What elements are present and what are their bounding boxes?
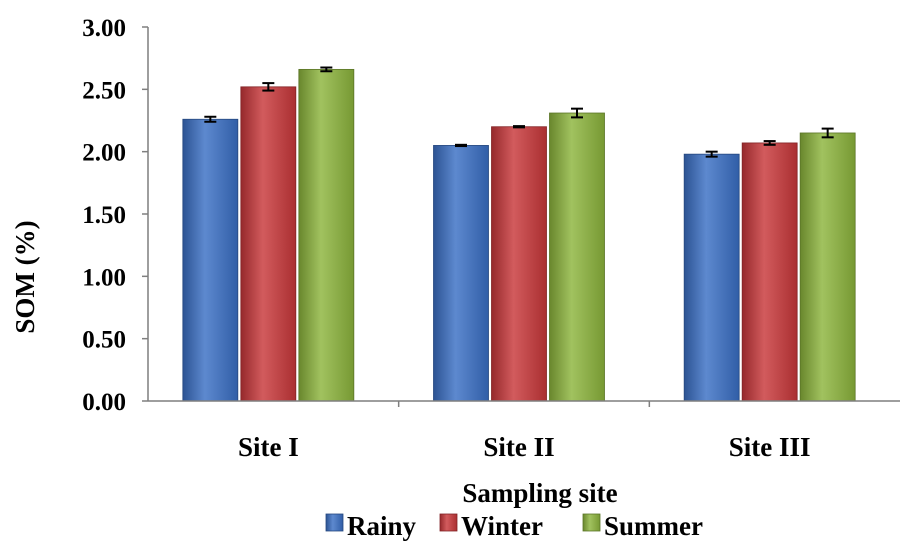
y-tick-label: 3.00: [82, 15, 126, 42]
error-bar: [513, 125, 525, 129]
y-tick-label: 2.50: [82, 77, 126, 104]
x-tick-label: Site II: [483, 432, 554, 462]
legend-swatch: [325, 513, 344, 532]
bar-winter: [240, 86, 297, 402]
y-tick-label: 0.00: [82, 389, 126, 416]
bar-summer: [799, 132, 856, 402]
legend-swatch: [439, 513, 458, 532]
x-tick-label: Site I: [238, 432, 299, 462]
error-bar: [204, 115, 217, 123]
bar-rainy: [433, 145, 489, 402]
bar-winter: [741, 142, 798, 402]
legend-item-winter: Winter: [439, 511, 543, 541]
error-bar: [571, 107, 583, 119]
bar-summer: [549, 112, 605, 402]
legend-label: Winter: [461, 511, 543, 541]
bars: [182, 66, 856, 402]
y-axis-label: SOM (%): [10, 220, 40, 333]
error-bar: [763, 140, 776, 146]
error-bar: [262, 82, 275, 92]
y-tick-label: 1.00: [82, 264, 126, 291]
error-bar: [320, 66, 333, 73]
bar-winter: [491, 126, 547, 402]
y-axis: 0.00 0.50 1.00 1.50 2.00 2.50 3.00: [82, 15, 149, 416]
legend: Rainy Winter Summer: [325, 511, 703, 541]
legend-item-summer: Summer: [582, 511, 703, 541]
x-axis: Site I Site II Site III: [148, 400, 900, 462]
bar-rainy: [683, 153, 740, 402]
legend-item-rainy: Rainy: [325, 511, 417, 541]
legend-label: Summer: [604, 511, 703, 541]
bar-rainy: [182, 118, 239, 402]
x-axis-label: Sampling site: [462, 478, 617, 508]
legend-swatch: [582, 513, 601, 532]
error-bar: [821, 127, 834, 139]
y-tick-label: 2.00: [82, 140, 126, 167]
bar-summer: [298, 68, 355, 402]
error-bar: [455, 143, 467, 148]
legend-label: Rainy: [347, 511, 417, 541]
error-bar: [705, 150, 718, 158]
y-tick-label: 0.50: [82, 327, 126, 354]
x-tick-label: Site III: [729, 432, 811, 462]
y-tick-label: 1.50: [82, 202, 126, 229]
